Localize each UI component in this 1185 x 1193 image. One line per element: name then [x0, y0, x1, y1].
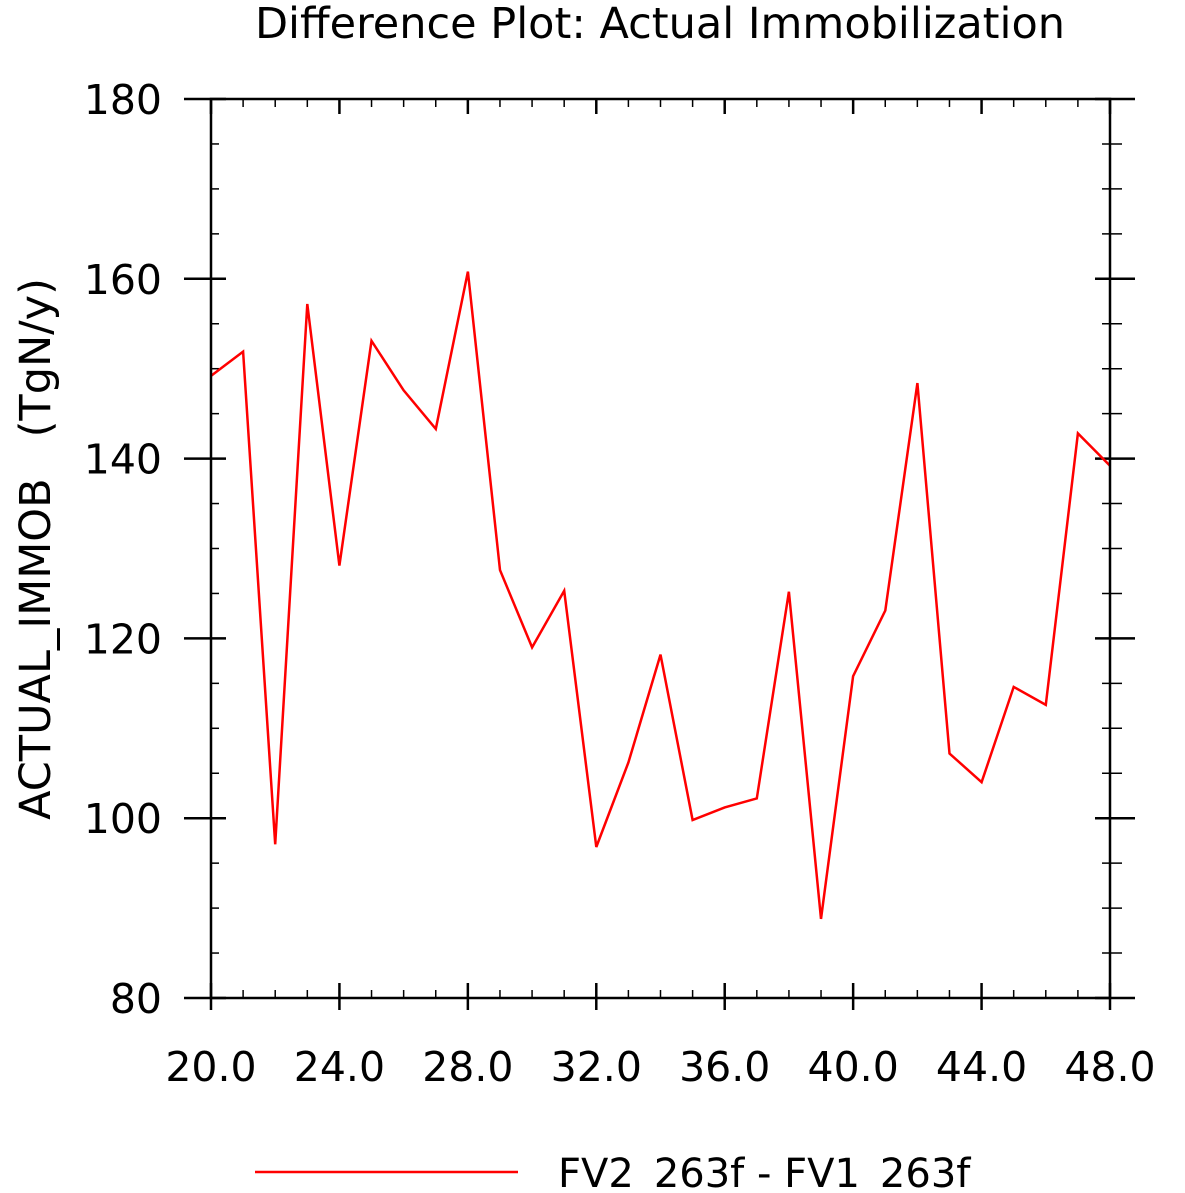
x-tick-label: 48.0: [1064, 1043, 1155, 1091]
legend-label: FV2_263f - FV1_263f: [558, 1151, 971, 1193]
x-tick-label: 32.0: [551, 1043, 642, 1091]
x-tick-label: 40.0: [807, 1043, 898, 1091]
y-tick-label: 140: [84, 436, 162, 484]
series-line: [210, 271, 1111, 920]
plot-frame: [209, 97, 1112, 1000]
y-tick-label: 80: [110, 975, 162, 1023]
y-tick-label: 160: [84, 256, 162, 304]
x-tick-label: 20.0: [165, 1043, 256, 1091]
x-tick-label: 24.0: [294, 1043, 385, 1091]
legend: FV2_263f - FV1_263f: [255, 1151, 971, 1193]
y-axis-title-group: ACTUAL_IMMOB (TgN/y): [11, 278, 61, 820]
chart-title: Difference Plot: Actual Immobilization: [255, 0, 1065, 49]
x-tick-label: 36.0: [679, 1043, 770, 1091]
series-layer: [210, 271, 1111, 920]
tick-labels: 20.0 24.0 28.0 32.0 36.0 40.0 44.0 48.0 80 100 120…: [84, 76, 1156, 1091]
y-tick-label: 180: [84, 76, 162, 124]
axis-ticks: [184, 97, 1135, 1010]
y-tick-label: 120: [84, 615, 162, 663]
x-tick-label: 28.0: [422, 1043, 513, 1091]
x-tick-label: 44.0: [936, 1043, 1027, 1091]
y-axis-title: ACTUAL_IMMOB (TgN/y): [11, 278, 61, 820]
y-tick-label: 100: [84, 795, 162, 843]
